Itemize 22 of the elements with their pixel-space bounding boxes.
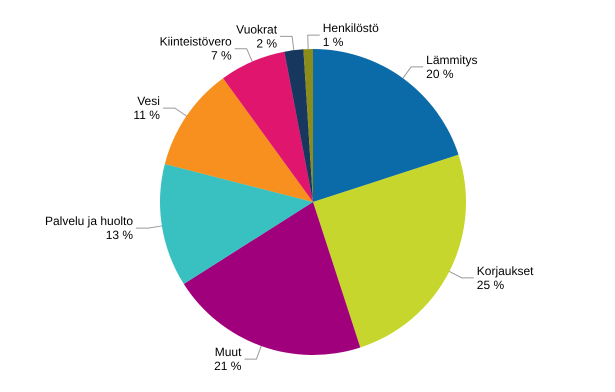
data-label: 11 %: [133, 108, 160, 122]
slice-label: Vuokrat: [236, 22, 278, 36]
data-label: 7 %: [210, 48, 232, 63]
pie-slice: [313, 154, 466, 348]
pie-slice: [184, 202, 360, 355]
slice-label: Muut: [214, 345, 242, 360]
pie-slice: [223, 52, 313, 202]
pie-slice: [284, 49, 313, 202]
slice-label: Korjaukset: [476, 264, 534, 278]
data-label: 20 %: [426, 66, 454, 81]
pie-slice: [164, 78, 313, 202]
slice-label: Vesi: [137, 94, 160, 108]
data-label: 1 %: [322, 35, 344, 50]
data-label: 13 %: [106, 228, 134, 242]
slice-label: Kiinteistövero: [160, 34, 232, 49]
slice-label: Henkilöstö: [322, 21, 380, 36]
slice-label: Palvelu ja huolto: [44, 214, 134, 228]
data-label: 25 %: [476, 278, 504, 292]
data-label: 2 %: [256, 36, 278, 50]
slice-label: Lämmitys: [426, 52, 478, 67]
pie-slice: [160, 164, 313, 284]
data-label: 21 %: [214, 359, 242, 374]
